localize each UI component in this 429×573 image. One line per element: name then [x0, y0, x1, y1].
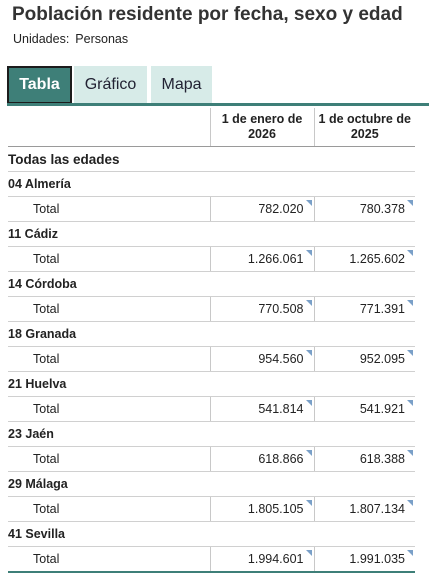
- cell-corner-marker-icon[interactable]: [305, 300, 312, 306]
- province-row: 11 Cádiz: [8, 221, 415, 247]
- province-row: 23 Jaén: [8, 421, 415, 447]
- table-row: Total 1.266.061 1.265.602: [8, 246, 415, 272]
- cell-corner-marker-icon[interactable]: [305, 350, 312, 356]
- value-text: 1.266.061: [247, 252, 304, 266]
- row-label: Total: [8, 296, 210, 322]
- province-label: 18 Granada: [8, 321, 415, 347]
- value-cell[interactable]: 782.020: [209, 196, 314, 222]
- tab-mapa[interactable]: Mapa: [151, 66, 212, 104]
- data-table: 1 de enero de 2026 1 de octubre de 2025 …: [8, 108, 415, 573]
- tab-grafico[interactable]: Gráfico: [74, 66, 147, 104]
- table-row: Total 541.814 541.921: [8, 396, 415, 422]
- value-text: 618.388: [359, 452, 405, 466]
- province-label: 11 Cádiz: [8, 221, 415, 247]
- table-row: Total 782.020 780.378: [8, 196, 415, 222]
- row-label: Total: [8, 496, 210, 522]
- cell-corner-marker-icon[interactable]: [407, 400, 413, 406]
- table-row: Total 954.560 952.095: [8, 346, 415, 372]
- value-cell[interactable]: 541.921: [313, 396, 415, 422]
- units-label: Unidades:: [13, 32, 70, 46]
- value-text: 541.921: [359, 402, 405, 416]
- table-body: Todas las edades 04 Almería Total 782.020 7…: [8, 146, 415, 573]
- cell-corner-marker-icon[interactable]: [305, 400, 312, 406]
- value-cell[interactable]: 954.560: [209, 346, 314, 372]
- value-cell[interactable]: 1.994.601: [209, 546, 314, 573]
- value-text: 1.807.134: [349, 502, 405, 516]
- cell-corner-marker-icon[interactable]: [305, 250, 312, 256]
- value-cell[interactable]: 1.807.134: [313, 496, 415, 522]
- cell-corner-marker-icon[interactable]: [407, 350, 413, 356]
- cell-corner-marker-icon[interactable]: [305, 200, 312, 206]
- table-row: Total 618.866 618.388: [8, 446, 415, 472]
- province-label: 41 Sevilla: [8, 521, 415, 547]
- value-cell[interactable]: 952.095: [313, 346, 415, 372]
- value-text: 618.866: [258, 452, 304, 466]
- value-text: 1.991.035: [349, 552, 405, 566]
- column-header-jan-2026[interactable]: 1 de enero de 2026: [209, 108, 314, 147]
- cell-corner-marker-icon[interactable]: [305, 500, 312, 506]
- value-cell[interactable]: 780.378: [313, 196, 415, 222]
- table-row: Total 770.508 771.391: [8, 296, 415, 322]
- section-row: Todas las edades: [8, 146, 415, 172]
- row-label: Total: [8, 396, 210, 422]
- row-label: Total: [8, 196, 210, 222]
- province-label: 21 Huelva: [8, 371, 415, 397]
- column-header-oct-2025[interactable]: 1 de octubre de 2025: [313, 108, 415, 147]
- value-cell[interactable]: 771.391: [313, 296, 415, 322]
- province-label: 04 Almería: [8, 171, 415, 197]
- cell-corner-marker-icon[interactable]: [407, 250, 413, 256]
- value-text: 952.095: [359, 352, 405, 366]
- page-title: Población residente por fecha, sexo y ed…: [12, 4, 403, 25]
- value-cell[interactable]: 770.508: [209, 296, 314, 322]
- province-label: 29 Málaga: [8, 471, 415, 497]
- value-text: 954.560: [258, 352, 304, 366]
- value-text: 1.994.601: [247, 552, 304, 566]
- header-corner: [8, 108, 210, 147]
- value-cell[interactable]: 1.266.061: [209, 246, 314, 272]
- value-cell[interactable]: 541.814: [209, 396, 314, 422]
- value-cell[interactable]: 618.388: [313, 446, 415, 472]
- value-text: 782.020: [258, 202, 304, 216]
- cell-corner-marker-icon[interactable]: [407, 550, 413, 556]
- province-row: 21 Huelva: [8, 371, 415, 397]
- value-cell[interactable]: 618.866: [209, 446, 314, 472]
- cell-corner-marker-icon[interactable]: [305, 550, 312, 556]
- value-text: 1.265.602: [349, 252, 405, 266]
- province-row: 29 Málaga: [8, 471, 415, 497]
- units-line: Unidades: Personas: [13, 32, 128, 46]
- cell-corner-marker-icon[interactable]: [407, 450, 413, 456]
- province-label: 14 Córdoba: [8, 271, 415, 297]
- province-row: 18 Granada: [8, 321, 415, 347]
- cell-corner-marker-icon[interactable]: [407, 300, 413, 306]
- table-header-row: 1 de enero de 2026 1 de octubre de 2025: [8, 108, 415, 147]
- value-text: 780.378: [359, 202, 405, 216]
- value-text: 770.508: [258, 302, 304, 316]
- tab-tabla[interactable]: Tabla: [7, 66, 72, 104]
- tab-underline: [7, 103, 429, 106]
- section-label: Todas las edades: [8, 146, 415, 172]
- value-text: 541.814: [258, 402, 304, 416]
- cell-corner-marker-icon[interactable]: [305, 450, 312, 456]
- value-cell[interactable]: 1.805.105: [209, 496, 314, 522]
- table-row: Total 1.994.601 1.991.035: [8, 546, 415, 573]
- row-label: Total: [8, 346, 210, 372]
- province-row: 14 Córdoba: [8, 271, 415, 297]
- row-label: Total: [8, 546, 210, 573]
- province-label: 23 Jaén: [8, 421, 415, 447]
- value-text: 771.391: [359, 302, 405, 316]
- cell-corner-marker-icon[interactable]: [407, 200, 413, 206]
- province-row: 41 Sevilla: [8, 521, 415, 547]
- value-cell[interactable]: 1.991.035: [313, 546, 415, 573]
- cell-corner-marker-icon[interactable]: [407, 500, 413, 506]
- table-row: Total 1.805.105 1.807.134: [8, 496, 415, 522]
- row-label: Total: [8, 246, 210, 272]
- province-row: 04 Almería: [8, 171, 415, 197]
- value-cell[interactable]: 1.265.602: [313, 246, 415, 272]
- value-text: 1.805.105: [247, 502, 304, 516]
- row-label: Total: [8, 446, 210, 472]
- units-value: Personas: [75, 32, 129, 46]
